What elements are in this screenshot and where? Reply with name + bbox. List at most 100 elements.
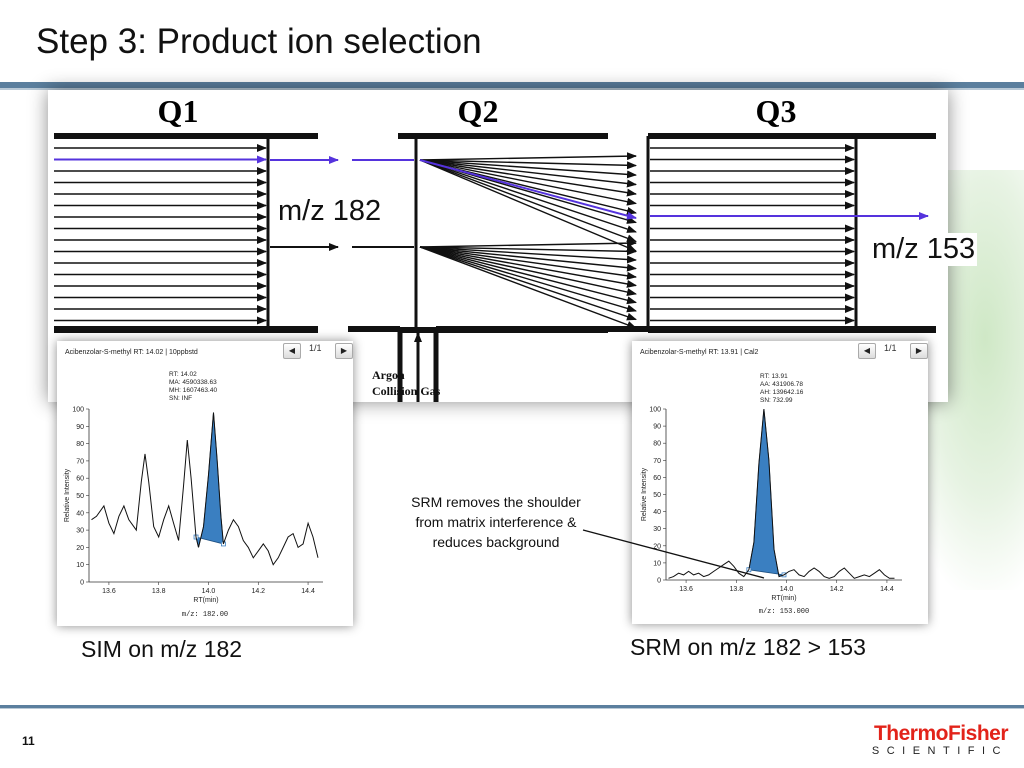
collision-gas-label: Argon Collision Gas <box>372 367 440 399</box>
header-rule <box>0 82 1024 88</box>
q2-fragment-1-8 <box>419 246 637 313</box>
footer-rule-light <box>0 708 1024 709</box>
quadrupole-schematic: Q1 Q2 Q3 <box>54 93 936 402</box>
selected-product-path <box>419 159 637 220</box>
y-tick-label: 40 <box>76 510 84 517</box>
q2-fragment-1-5 <box>419 246 637 288</box>
q2-fragment-0-9 <box>419 159 637 243</box>
q3-label: Q3 <box>756 93 797 129</box>
page-number: 11 <box>22 734 35 748</box>
y-tick-label: 40 <box>653 509 661 516</box>
q2-fragment-0-5 <box>419 159 637 206</box>
y-tick-label: 50 <box>76 493 84 500</box>
srm-pager: 1/1 <box>884 343 897 353</box>
srm-chromatogram-chart: 0 10 20 30 40 50 60 70 80 90 100 13.6 13.8 14.0 14.2 14… <box>641 407 902 616</box>
q2-fragment-0-1 <box>419 159 637 170</box>
y-tick-label: 20 <box>76 545 84 552</box>
y-tick-label: 30 <box>76 528 84 535</box>
y-tick-label: 20 <box>653 543 661 550</box>
srm-stat-rt: RT: 13.91 <box>760 373 788 380</box>
sim-chromatogram-chart: 0 10 20 30 40 50 60 70 80 90 100 13.6 13.8 14.0 14.2 14… <box>64 407 323 619</box>
srm-stat-sn: SN: 732.99 <box>760 397 793 404</box>
x-tick-label: 14.2 <box>251 588 265 595</box>
q2-fragment-1-0 <box>419 239 637 248</box>
srm-chromatogram-panel: Acibenzolar-S-methyl RT: 13.91 | Cal2 ◀ … <box>632 341 928 624</box>
q2-fragment-1-1 <box>419 246 637 256</box>
y-tick-label: 70 <box>653 458 661 465</box>
gas-label-argon: Argon <box>372 368 405 382</box>
sim-prev-button[interactable]: ◀ <box>283 343 301 359</box>
y-tick-label: 70 <box>76 458 84 465</box>
q1-label: Q1 <box>158 93 199 129</box>
x-tick-label: 14.0 <box>202 588 216 595</box>
sim-caption: SIM on m/z 182 <box>81 636 243 662</box>
q2-fragment-1-4 <box>419 246 637 280</box>
logo-scientific: SCIENTIFIC <box>871 745 1008 757</box>
sim-stat-area: MA: 4590338.63 <box>169 379 217 386</box>
chromatogram-trace <box>91 412 319 566</box>
srm-annotation: SRM removes the shoulder from matrix int… <box>411 494 581 550</box>
sim-next-button[interactable]: ▶ <box>335 343 353 359</box>
y-tick-label: 30 <box>653 526 661 533</box>
x-tick-label: 14.4 <box>301 588 315 595</box>
gas-label-collision: Collision Gas <box>372 384 441 398</box>
y-tick-label: 90 <box>653 424 661 431</box>
srm-prev-button[interactable]: ◀ <box>858 343 876 359</box>
q2-fragment-0-4 <box>419 159 637 197</box>
x-axis-label: RT(min) <box>771 595 796 602</box>
precursor-mz-label: m/z 182 <box>276 195 384 228</box>
y-axis-label: Relative Intensity <box>641 467 648 521</box>
srm-mz-footer: m/z: 153.000 <box>759 608 809 616</box>
y-axis-label: Relative Intensity <box>64 468 71 522</box>
product-mz-label: m/z 153 <box>870 233 978 266</box>
slide-title: Step 3: Product ion selection <box>36 22 482 61</box>
srm-caption: SRM on m/z 182 > 153 <box>630 634 866 660</box>
q2-label: Q2 <box>458 93 499 129</box>
sim-panel-header: Acibenzolar-S-methyl RT: 14.02 | 10ppbst… <box>65 349 198 356</box>
x-tick-label: 13.6 <box>679 586 693 593</box>
y-tick-label: 100 <box>72 407 84 414</box>
q2-fragment-1-2 <box>419 246 637 264</box>
y-tick-label: 10 <box>76 562 84 569</box>
y-tick-label: 0 <box>80 580 84 587</box>
q2-fragment-0-3 <box>419 159 637 188</box>
q2-fragment-1-6 <box>419 246 637 296</box>
y-tick-label: 0 <box>657 578 661 585</box>
chromatogram-trace <box>668 408 895 579</box>
y-tick-label: 10 <box>653 560 661 567</box>
q2-fragment-0-10 <box>419 159 637 252</box>
srm-stat-height: AH: 139642.16 <box>760 389 804 396</box>
q2-fragment-1-3 <box>419 246 637 272</box>
x-axis-label: RT(min) <box>193 597 218 604</box>
y-tick-label: 60 <box>653 475 661 482</box>
y-tick-label: 100 <box>649 407 661 414</box>
x-tick-label: 13.8 <box>152 588 166 595</box>
x-tick-label: 14.2 <box>830 586 844 593</box>
x-tick-label: 13.8 <box>729 586 743 593</box>
header-rule-light <box>0 88 1024 90</box>
x-tick-label: 14.4 <box>880 586 894 593</box>
q2-fragment-1-10 <box>419 246 637 329</box>
sim-chromatogram-panel: Acibenzolar-S-methyl RT: 14.02 | 10ppbst… <box>57 341 353 626</box>
sim-stat-sn: SN: INF <box>169 395 193 402</box>
y-tick-label: 50 <box>653 492 661 499</box>
integrated-peak <box>195 412 224 548</box>
sim-stats: RT: 14.02 MA: 4590338.63 MH: 1607463.40 … <box>169 371 217 403</box>
srm-stats: RT: 13.91 AA: 431906.78 AH: 139642.16 SN… <box>760 373 803 405</box>
x-tick-label: 14.0 <box>780 586 794 593</box>
srm-panel-header: Acibenzolar-S-methyl RT: 13.91 | Cal2 <box>640 349 759 356</box>
x-tick-label: 13.6 <box>102 588 116 595</box>
y-tick-label: 90 <box>76 424 84 431</box>
srm-stat-area: AA: 431906.78 <box>760 381 804 388</box>
q2-fragment-0-0 <box>419 152 637 161</box>
y-tick-label: 60 <box>76 476 84 483</box>
sim-mz-footer: m/z: 182.00 <box>182 611 228 619</box>
q2-fragment-0-2 <box>419 159 637 179</box>
q2-fragment-1-9 <box>419 246 637 321</box>
sim-stat-height: MH: 1607463.40 <box>169 387 218 394</box>
y-tick-label: 80 <box>76 441 84 448</box>
q2-fragment-0-8 <box>419 159 637 233</box>
footer-rule <box>0 705 1024 708</box>
srm-next-button[interactable]: ▶ <box>910 343 928 359</box>
sim-stat-rt: RT: 14.02 <box>169 371 197 378</box>
